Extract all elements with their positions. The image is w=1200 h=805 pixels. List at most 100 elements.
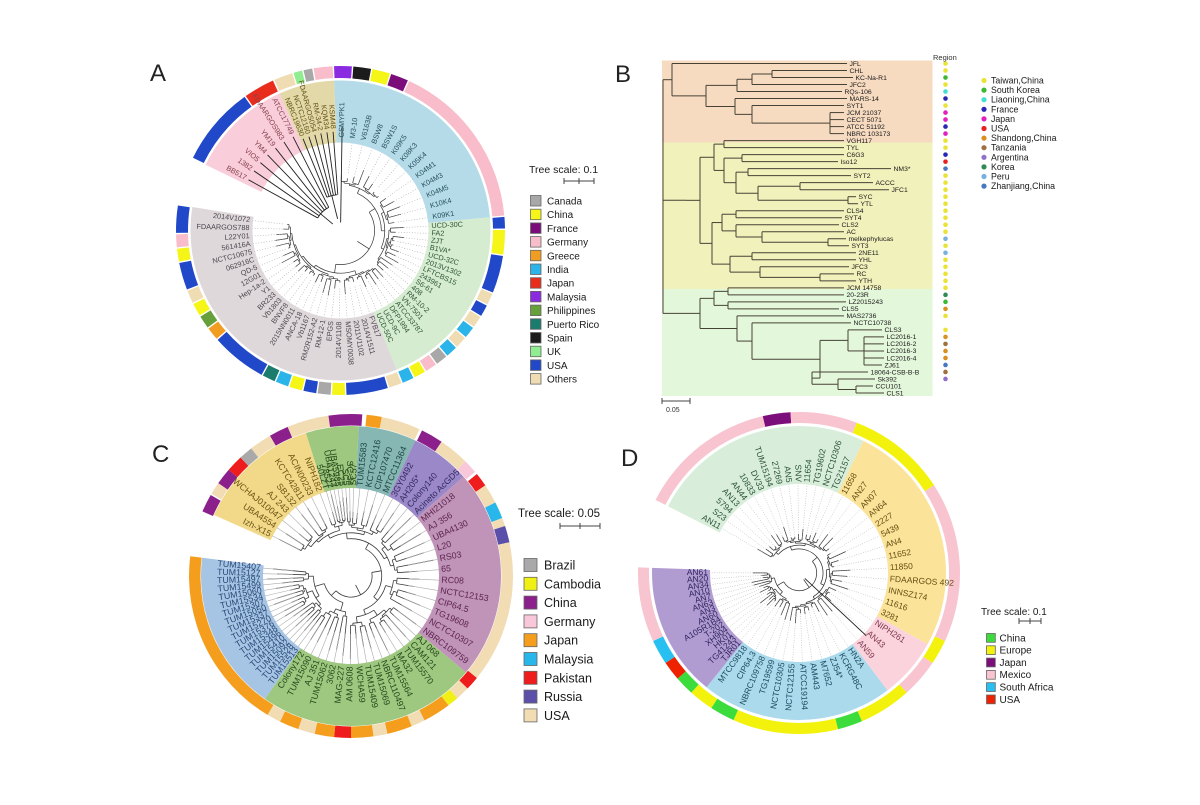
svg-text:JFL: JFL <box>850 61 862 68</box>
svg-text:FDAARGOS788: FDAARGOS788 <box>196 222 249 232</box>
svg-text:CLS3: CLS3 <box>885 327 902 334</box>
svg-text:CLS4: CLS4 <box>847 208 864 215</box>
svg-text:C: C <box>152 441 169 468</box>
svg-text:KSM48: KSM48 <box>327 105 338 130</box>
svg-text:melkephylucas: melkephylucas <box>849 236 895 243</box>
svg-text:LC2016-3: LC2016-3 <box>887 348 917 355</box>
svg-text:NM3*: NM3* <box>894 166 911 173</box>
svg-text:CLS2: CLS2 <box>842 222 859 229</box>
svg-text:SYT1: SYT1 <box>847 103 864 110</box>
svg-text:CCU101: CCU101 <box>876 383 902 390</box>
svg-text:2NE11: 2NE11 <box>859 250 879 257</box>
svg-text:JFC3: JFC3 <box>852 264 868 271</box>
svg-text:Zhanjiang,China: Zhanjiang,China <box>991 181 1055 191</box>
svg-text:20-23R: 20-23R <box>847 292 869 299</box>
svg-text:Philippines: Philippines <box>547 306 595 317</box>
svg-text:AN61: AN61 <box>687 567 709 577</box>
svg-text:Cambodia: Cambodia <box>544 577 601 591</box>
svg-text:LC2016-4: LC2016-4 <box>887 355 917 362</box>
svg-text:Malaysia: Malaysia <box>544 653 593 667</box>
svg-text:Japan: Japan <box>547 279 574 290</box>
svg-text:CLS5: CLS5 <box>842 306 859 313</box>
svg-text:RQs-106: RQs-106 <box>845 89 872 96</box>
svg-text:CLS1: CLS1 <box>887 390 904 397</box>
svg-text:Mexico: Mexico <box>1000 670 1032 681</box>
svg-text:Europe: Europe <box>1000 646 1033 657</box>
svg-text:ATCC19194: ATCC19194 <box>798 664 810 711</box>
svg-text:AM 0608: AM 0608 <box>344 666 354 701</box>
svg-text:Greece: Greece <box>547 251 580 262</box>
svg-text:11850: 11850 <box>890 561 914 572</box>
svg-text:CHL: CHL <box>850 68 864 75</box>
svg-text:ACCC: ACCC <box>876 180 895 187</box>
svg-text:UK: UK <box>547 347 561 358</box>
svg-text:YHL: YHL <box>859 257 872 264</box>
svg-text:0.05: 0.05 <box>666 407 680 414</box>
svg-text:Taiwan,China: Taiwan,China <box>991 76 1044 86</box>
svg-text:China: China <box>1000 633 1027 644</box>
svg-text:SYT4: SYT4 <box>845 215 862 222</box>
svg-text:South Africa: South Africa <box>1000 683 1054 694</box>
svg-text:Spain: Spain <box>547 334 573 345</box>
svg-text:L22Y01: L22Y01 <box>224 231 250 242</box>
svg-text:JFC1: JFC1 <box>892 187 908 194</box>
svg-text:C6G3: C6G3 <box>847 152 865 159</box>
svg-text:65: 65 <box>441 563 452 574</box>
svg-text:China: China <box>547 210 574 221</box>
svg-text:LC2016-2: LC2016-2 <box>887 341 917 348</box>
svg-text:India: India <box>547 265 569 276</box>
svg-text:Brazil: Brazil <box>544 559 575 573</box>
svg-text:A: A <box>150 60 166 87</box>
svg-text:Puerto Rico: Puerto Rico <box>547 320 600 331</box>
svg-text:Sk392: Sk392 <box>878 376 897 383</box>
svg-text:Tanzania: Tanzania <box>991 143 1026 153</box>
svg-text:Pakistan: Pakistan <box>544 671 592 685</box>
svg-text:TYL: TYL <box>847 145 860 152</box>
svg-text:JCM 14758: JCM 14758 <box>847 285 882 292</box>
svg-text:France: France <box>547 224 579 235</box>
svg-text:Shandong,China: Shandong,China <box>991 133 1057 143</box>
svg-text:JCM 21037: JCM 21037 <box>847 110 882 117</box>
svg-text:Russia: Russia <box>544 690 582 704</box>
svg-text:Japan: Japan <box>991 114 1015 124</box>
svg-text:Argentina: Argentina <box>991 152 1029 162</box>
svg-text:2014V1108: 2014V1108 <box>334 321 343 358</box>
svg-text:Iso12: Iso12 <box>841 159 858 166</box>
svg-text:Tree scale: 0.1: Tree scale: 0.1 <box>529 164 598 176</box>
svg-text:Others: Others <box>547 375 577 386</box>
svg-text:South Korea: South Korea <box>991 85 1040 95</box>
svg-text:ATCC 51192: ATCC 51192 <box>847 124 886 131</box>
svg-text:France: France <box>991 104 1018 114</box>
svg-text:Germany: Germany <box>544 615 596 629</box>
svg-text:USA: USA <box>544 709 570 723</box>
svg-text:USA: USA <box>547 361 568 372</box>
svg-text:CECT 5071: CECT 5071 <box>847 117 883 124</box>
svg-text:MAS2736: MAS2736 <box>847 313 877 320</box>
svg-text:RC08: RC08 <box>441 575 464 586</box>
svg-text:RC: RC <box>857 271 867 278</box>
svg-text:ZJ61: ZJ61 <box>885 362 900 369</box>
svg-text:LC2016-1: LC2016-1 <box>887 334 917 341</box>
svg-text:USA: USA <box>1000 695 1021 706</box>
svg-text:YTH: YTH <box>859 278 873 285</box>
svg-text:NCTC10738: NCTC10738 <box>854 320 892 327</box>
svg-text:USA: USA <box>991 124 1009 134</box>
svg-text:Liaoning,China: Liaoning,China <box>991 95 1050 105</box>
svg-text:Japan: Japan <box>544 634 578 648</box>
svg-text:MARS-14: MARS-14 <box>850 96 880 103</box>
svg-text:JFC2: JFC2 <box>850 82 866 89</box>
svg-text:Region: Region <box>933 53 957 62</box>
svg-text:Malaysia: Malaysia <box>547 292 587 303</box>
svg-text:NBRC 103173: NBRC 103173 <box>847 131 891 138</box>
svg-text:SYT2: SYT2 <box>854 173 871 180</box>
svg-text:18064-CSB-B-B: 18064-CSB-B-B <box>871 369 920 376</box>
svg-text:AC: AC <box>847 229 857 236</box>
svg-text:Tree scale: 0.05: Tree scale: 0.05 <box>518 508 600 520</box>
svg-text:SYT3: SYT3 <box>852 243 869 250</box>
svg-text:KC-Na-R1: KC-Na-R1 <box>856 75 888 82</box>
svg-text:China: China <box>544 596 577 610</box>
svg-text:YTL: YTL <box>861 201 874 208</box>
svg-text:Japan: Japan <box>1000 658 1027 669</box>
svg-text:AN5: AN5 <box>782 466 794 484</box>
svg-text:Korea: Korea <box>991 162 1015 172</box>
